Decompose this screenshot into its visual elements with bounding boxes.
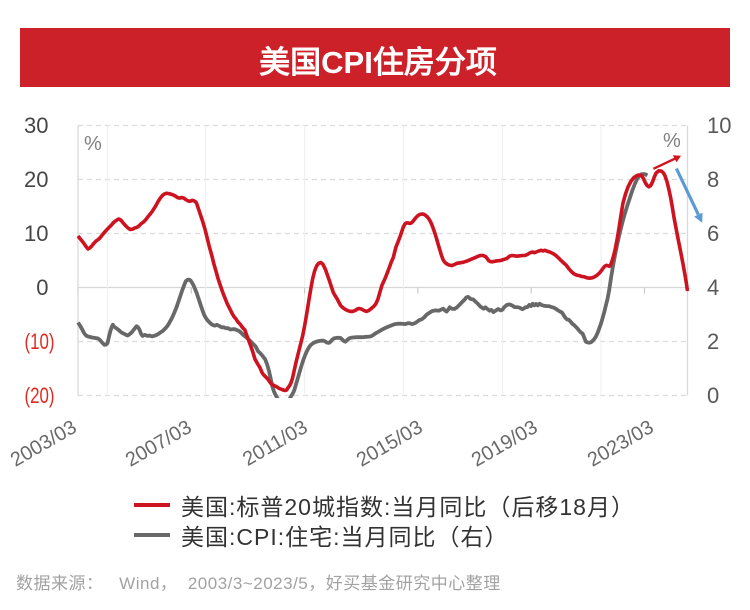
svg-text:20: 20	[24, 167, 48, 192]
svg-text:30: 30	[24, 113, 48, 138]
svg-text:2: 2	[707, 329, 719, 354]
svg-text:6: 6	[707, 221, 719, 246]
svg-text:2003/03: 2003/03	[7, 416, 81, 471]
svg-text:4: 4	[707, 275, 719, 300]
svg-text:2011/03: 2011/03	[239, 416, 311, 470]
svg-text:2015/03: 2015/03	[353, 416, 427, 471]
svg-text:0: 0	[36, 275, 48, 300]
svg-text:2019/03: 2019/03	[468, 416, 542, 471]
svg-text:%: %	[663, 130, 681, 152]
svg-text:2023/03: 2023/03	[584, 416, 658, 471]
svg-text:10: 10	[24, 221, 48, 246]
svg-text:8: 8	[707, 167, 719, 192]
svg-text:0: 0	[707, 383, 719, 408]
svg-text:10: 10	[707, 113, 731, 138]
svg-text:%: %	[84, 133, 102, 155]
svg-text:(10): (10)	[25, 329, 55, 354]
svg-text:2007/03: 2007/03	[122, 416, 196, 471]
svg-text:(20): (20)	[25, 383, 55, 408]
